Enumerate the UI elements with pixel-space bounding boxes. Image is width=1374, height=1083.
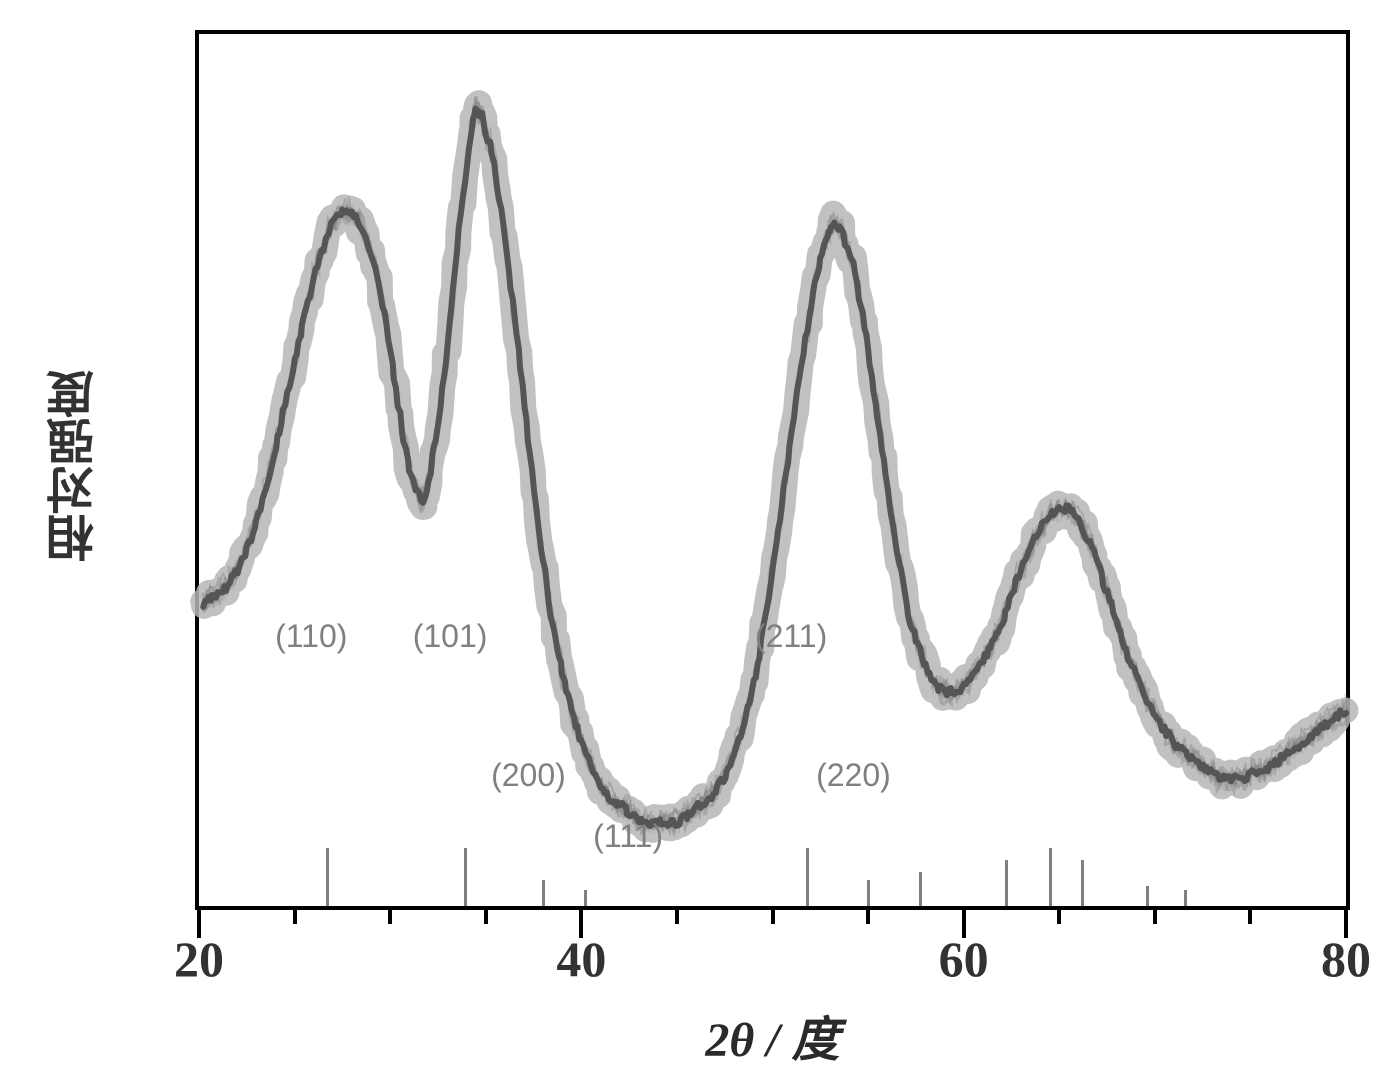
peak-label: (211) (755, 618, 827, 655)
x-tick-label: 80 (1321, 930, 1371, 988)
peak-label: (220) (816, 757, 891, 794)
x-axis-label: 2θ / 度 (599, 1000, 946, 1070)
reference-stick (806, 848, 809, 906)
peak-label: (111) (593, 818, 663, 855)
reference-stick (464, 848, 467, 906)
reference-stick (1049, 848, 1052, 906)
figure-container: 相对强度 2θ / 度 20 40 60 80 (110) (101) (200) (111)… (0, 0, 1374, 1083)
x-tick-minor (866, 910, 870, 924)
reference-stick (542, 880, 545, 906)
reference-stick (326, 848, 329, 906)
peak-label: (110) (275, 618, 347, 655)
reference-stick (1184, 890, 1187, 906)
reference-stick (1146, 886, 1149, 906)
x-tick-minor (1057, 910, 1061, 924)
peak-label: (101) (413, 618, 488, 655)
x-tick-minor (1248, 910, 1252, 924)
x-tick-minor (675, 910, 679, 924)
x-tick-minor (771, 910, 775, 924)
x-tick-label: 40 (556, 930, 606, 988)
reference-stick (1081, 860, 1084, 906)
reference-stick (584, 890, 587, 906)
x-tick-minor (484, 910, 488, 924)
peak-label: (200) (491, 757, 566, 794)
reference-stick (919, 872, 922, 906)
x-tick-minor (388, 910, 392, 924)
x-tick-minor (1153, 910, 1157, 924)
xrd-curve (203, 38, 1350, 910)
x-tick-label: 20 (174, 930, 224, 988)
plot-area (195, 30, 1350, 910)
reference-stick (867, 880, 870, 906)
y-axis-label: 相对强度 (50, 224, 103, 708)
reference-stick (1005, 860, 1008, 906)
x-tick-minor (293, 910, 297, 924)
x-tick-label: 60 (939, 930, 989, 988)
